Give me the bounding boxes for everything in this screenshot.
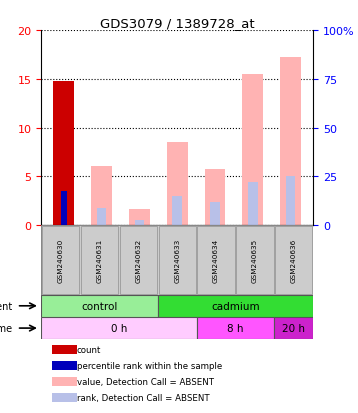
Bar (173, 196, 182, 225)
Bar (275, 226, 313, 294)
Title: GDS3079 / 1389728_at: GDS3079 / 1389728_at (100, 17, 255, 30)
Text: 20 h: 20 h (282, 323, 305, 333)
Bar (135, 221, 144, 225)
Text: value, Detection Call = ABSENT: value, Detection Call = ABSENT (77, 377, 213, 386)
Text: GSM240636: GSM240636 (291, 238, 297, 282)
Bar (42, 226, 79, 294)
Text: agent: agent (0, 301, 13, 311)
Text: control: control (81, 301, 118, 311)
Text: GSM240631: GSM240631 (96, 238, 102, 282)
Bar (120, 226, 157, 294)
Bar (274, 317, 313, 339)
Text: GSM240632: GSM240632 (135, 238, 141, 282)
Text: GSM240630: GSM240630 (58, 238, 64, 282)
Bar (158, 295, 313, 317)
Bar (248, 183, 257, 225)
Bar (52, 361, 77, 370)
Text: GSM240635: GSM240635 (252, 238, 258, 282)
Bar (91, 166, 112, 225)
Text: 8 h: 8 h (227, 323, 244, 333)
Bar (236, 226, 274, 294)
Bar (52, 377, 77, 386)
Text: rank, Detection Call = ABSENT: rank, Detection Call = ABSENT (77, 393, 209, 402)
Bar (167, 143, 188, 225)
Text: 0 h: 0 h (111, 323, 127, 333)
Text: count: count (77, 345, 101, 354)
Bar (41, 317, 197, 339)
Bar (242, 75, 263, 225)
Text: percentile rank within the sample: percentile rank within the sample (77, 361, 222, 370)
Bar (286, 177, 295, 225)
Text: GSM240634: GSM240634 (213, 238, 219, 282)
Text: GSM240633: GSM240633 (174, 238, 180, 282)
Bar (41, 295, 158, 317)
Bar (129, 210, 150, 225)
Bar (210, 202, 220, 225)
Bar (52, 345, 77, 354)
Bar (53, 81, 74, 225)
Bar (159, 226, 196, 294)
Bar (61, 192, 67, 225)
Bar (280, 58, 301, 225)
Bar (97, 209, 106, 225)
Text: time: time (0, 323, 13, 333)
Bar (81, 226, 118, 294)
Bar (205, 170, 226, 225)
Text: cadmium: cadmium (211, 301, 260, 311)
Bar (197, 226, 235, 294)
Bar (52, 393, 77, 402)
Bar (197, 317, 274, 339)
